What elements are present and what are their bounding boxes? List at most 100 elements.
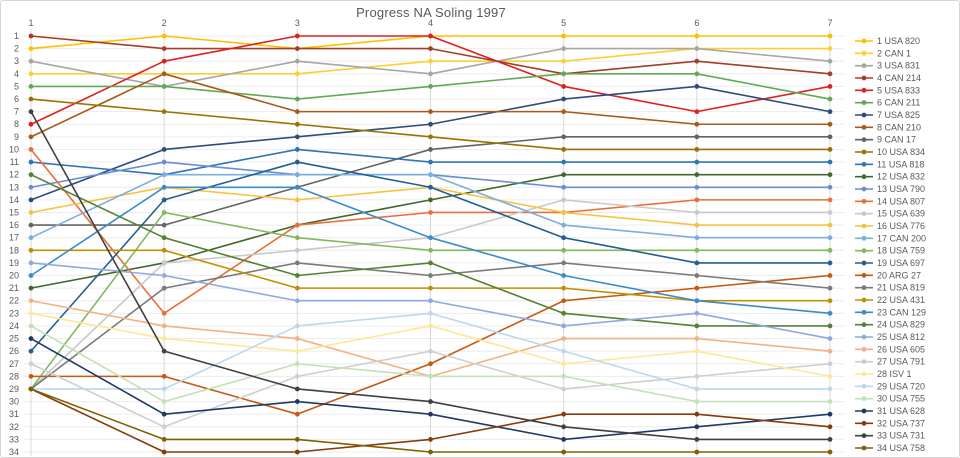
series-23-can-129 [28,184,833,316]
series-31-usa-628 [28,336,833,442]
data-point [28,109,34,115]
legend-swatch-marker [861,322,867,328]
legend-swatch-marker [861,198,867,204]
legend-item: 22 USA 431 [855,295,925,305]
y-tick-label: 21 [9,283,19,293]
data-point [827,260,833,266]
data-point [428,159,433,165]
legend-label: 4 CAN 214 [877,73,921,83]
legend-label: 20 ARG 27 [877,270,921,280]
legend-item: 5 USA 833 [855,85,920,95]
series-7-usa-825 [28,84,833,203]
data-point [827,285,833,291]
data-point [28,46,34,52]
series-17-can-200 [28,172,833,241]
data-point [428,323,433,329]
data-point [827,298,833,304]
legend-label: 23 CAN 129 [877,307,926,317]
data-point [28,310,34,316]
legend-item: 20 ARG 27 [855,270,921,280]
legend-swatch-marker [861,100,867,106]
series-8-can-210 [28,71,833,140]
legend-item: 19 USA 697 [855,258,925,268]
data-point [161,260,167,266]
data-point [827,386,833,392]
data-point [28,373,34,379]
legend-item: 12 USA 832 [855,172,925,182]
legend-swatch-marker [861,371,867,377]
legend-swatch-marker [861,50,867,56]
data-point [161,159,167,165]
legend-swatch-marker [861,161,867,167]
data-point [694,121,700,127]
data-point [28,197,34,203]
y-tick-label: 3 [14,56,19,66]
data-point [294,298,300,304]
data-point [428,121,433,127]
legend-label: 17 CAN 200 [877,233,926,243]
data-point [161,109,167,115]
data-point [294,273,300,278]
data-point [561,273,567,278]
legend-label: 32 USA 737 [877,418,925,428]
data-point [827,147,833,152]
y-tick-label: 20 [9,271,19,281]
data-point [827,121,833,127]
data-point [294,172,300,178]
data-point [428,399,433,404]
data-point [28,210,34,215]
series-20-arg-27 [28,273,833,417]
data-point [294,361,300,367]
data-point [827,33,833,39]
series-10-usa-834 [28,96,833,152]
data-point [28,184,34,190]
series-30-usa-755 [28,323,833,404]
data-point [161,172,167,178]
data-point [561,348,567,354]
legend-swatch-marker [861,63,867,69]
data-point [561,197,567,203]
legend-swatch-marker [861,420,867,426]
data-point [28,273,34,278]
y-tick-label: 29 [9,384,19,394]
data-point [428,84,433,89]
y-tick-label: 32 [9,422,19,432]
legend-item: 28 ISV 1 [855,369,912,379]
legend-swatch-marker [861,408,867,414]
data-point [294,323,300,329]
legend-swatch-marker [861,334,867,340]
legend-label: 11 USA 818 [877,159,924,169]
data-point [294,184,300,190]
y-tick-label: 22 [9,296,19,306]
data-point [694,285,700,291]
data-point [694,386,700,392]
data-point [161,436,167,442]
data-point [827,84,833,89]
legend-swatch-marker [861,211,867,217]
data-point [827,399,833,404]
x-tick-label: 3 [295,18,300,28]
legend-item: 30 USA 755 [855,394,925,404]
data-point [161,336,167,341]
data-point [561,58,567,64]
legend-item: 13 USA 790 [855,184,925,194]
data-point [28,361,34,367]
data-point [28,222,34,228]
data-point [28,298,34,304]
legend-swatch-marker [861,359,867,365]
data-point [161,184,167,190]
data-point [561,260,567,266]
data-point [694,33,700,39]
x-axis-tick-labels: 1 2 3 4 5 6 7 [28,18,832,28]
data-point [827,411,833,417]
data-point [294,285,300,291]
y-tick-label: 23 [9,308,19,318]
data-point [694,109,700,115]
data-point [827,436,833,442]
legend-swatch-marker [861,445,867,451]
data-point [561,71,567,77]
x-tick-label: 2 [162,18,167,28]
y-tick-label: 15 [9,207,19,217]
data-point [827,361,833,367]
legend-swatch-marker [861,297,867,303]
